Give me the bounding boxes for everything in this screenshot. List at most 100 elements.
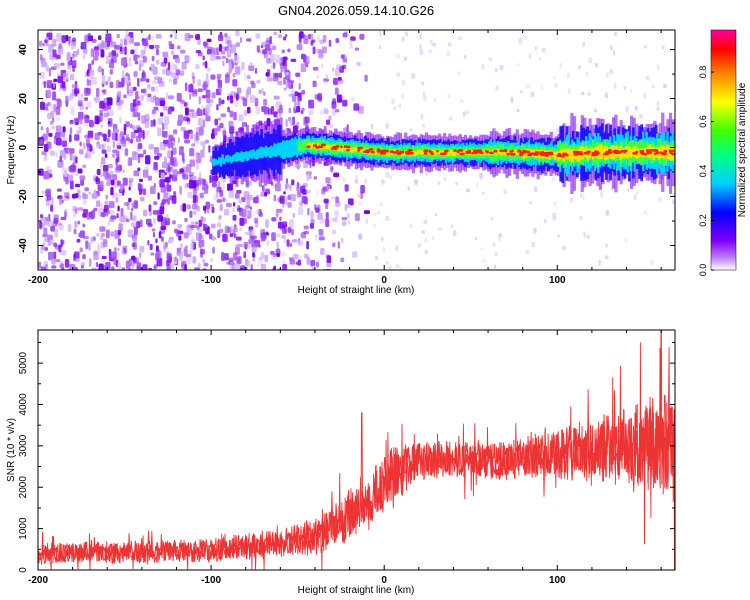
- heatmap-cell: [636, 191, 639, 195]
- heatmap-cell: [70, 73, 75, 81]
- ridge-peak: [443, 149, 449, 153]
- heatmap-cell: [455, 181, 458, 186]
- ridge-peak: [423, 151, 427, 155]
- snr-frame: [37, 329, 676, 571]
- heatmap-cell: [156, 245, 159, 252]
- ridge-yellow: [512, 149, 515, 155]
- heatmap-cell: [64, 208, 68, 217]
- heatmap-cell: [130, 211, 133, 221]
- heatmap-cell: [203, 262, 209, 267]
- ridge-cyan: [240, 151, 243, 162]
- ridge-peak: [583, 151, 589, 155]
- heatmap-cell: [335, 37, 340, 43]
- heatmap-cell: [114, 192, 119, 197]
- heatmap-cell: [137, 95, 141, 100]
- heatmap-cell: [277, 80, 283, 86]
- ridge-green: [299, 141, 302, 151]
- heatmap-cell: [203, 224, 209, 228]
- colorbar-tick-label: 0.0: [698, 264, 708, 277]
- ridge-yellow: [391, 150, 394, 156]
- heatmap-cell: [121, 267, 126, 270]
- ridge-yellow: [434, 151, 437, 156]
- heatmap-cell: [100, 212, 106, 217]
- heatmap-cell: [173, 78, 178, 85]
- heatmap-cell: [131, 255, 136, 261]
- heatmap-cell: [447, 94, 450, 99]
- ridge-yellow: [636, 148, 640, 159]
- ridge-yellow: [418, 149, 422, 155]
- heatmap-cell: [67, 174, 74, 183]
- heatmap-cell: [224, 33, 228, 38]
- heatmap-cell: [214, 137, 218, 143]
- heatmap-cell: [194, 267, 200, 270]
- heatmap-cell: [421, 230, 425, 234]
- ridge-peak: [343, 145, 348, 148]
- x-tick-label: -100: [201, 275, 221, 286]
- heatmap-cell: [180, 262, 185, 267]
- heatmap-cell: [137, 77, 140, 87]
- heatmap-cell: [159, 179, 165, 188]
- heatmap-cell: [64, 169, 68, 177]
- heatmap-cell: [337, 76, 342, 81]
- heatmap-cell: [241, 61, 245, 71]
- heatmap-cell: [191, 239, 196, 244]
- heatmap-cell: [387, 265, 392, 270]
- heatmap-cell: [211, 206, 215, 214]
- heatmap-cell: [312, 80, 317, 88]
- heatmap-cell: [314, 204, 317, 211]
- heatmap-cell: [158, 81, 165, 87]
- heatmap-cell: [334, 87, 339, 96]
- heatmap-cell: [158, 231, 162, 239]
- heatmap-cell: [145, 218, 152, 225]
- heatmap-cell: [116, 150, 120, 157]
- heatmap-cell: [105, 262, 111, 270]
- heatmap-cell: [69, 127, 73, 135]
- heatmap-cell: [263, 98, 267, 106]
- heatmap-cell: [142, 130, 145, 140]
- heatmap-cell: [153, 147, 160, 155]
- heatmap-cell: [47, 202, 52, 207]
- heatmap-cell: [254, 239, 261, 247]
- heatmap-cell: [139, 245, 145, 253]
- heatmap-cell: [109, 81, 114, 88]
- heatmap-cell: [153, 106, 159, 111]
- heatmap-cell: [122, 177, 128, 186]
- heatmap-cell: [229, 110, 234, 118]
- heatmap-cell: [314, 234, 318, 238]
- heatmap-cell: [364, 74, 368, 82]
- heatmap-cell: [326, 119, 331, 125]
- heatmap-cell: [171, 157, 177, 167]
- heatmap-cell: [48, 44, 54, 53]
- ridge-yellow: [602, 147, 605, 156]
- heatmap-cell: [150, 186, 156, 194]
- heatmap-cell: [197, 228, 204, 233]
- heatmap-cell: [206, 73, 209, 80]
- heatmap-cell: [71, 162, 76, 172]
- colorbar: 0.00.20.40.60.8 Normalized spectral ampl…: [698, 29, 748, 277]
- heatmap-cell: [72, 51, 78, 57]
- heatmap-cell: [171, 137, 176, 142]
- heatmap-cell: [133, 111, 138, 117]
- heatmap-cell: [189, 93, 192, 100]
- heatmap-cell: [133, 170, 140, 177]
- heatmap-cell: [423, 219, 428, 225]
- heatmap-cell: [88, 191, 91, 195]
- heatmap-cell: [510, 98, 514, 104]
- heatmap-cell: [314, 204, 317, 211]
- heatmap-cell: [282, 221, 288, 225]
- heatmap-cell: [250, 80, 255, 85]
- heatmap-cell: [215, 190, 219, 198]
- heatmap-cell: [295, 261, 298, 265]
- heatmap-cell: [98, 263, 104, 270]
- heatmap-cell: [126, 85, 129, 95]
- heatmap-cell: [116, 164, 123, 171]
- heatmap-cell: [168, 173, 172, 179]
- heatmap-cell: [180, 99, 185, 104]
- heatmap-cell: [202, 178, 206, 186]
- heatmap-cell: [216, 186, 222, 193]
- ridge-cyan: [257, 148, 261, 158]
- heatmap-cell: [150, 119, 154, 127]
- heatmap-cell: [220, 121, 223, 130]
- ridge-peak: [580, 152, 584, 156]
- heatmap-cell: [488, 57, 493, 62]
